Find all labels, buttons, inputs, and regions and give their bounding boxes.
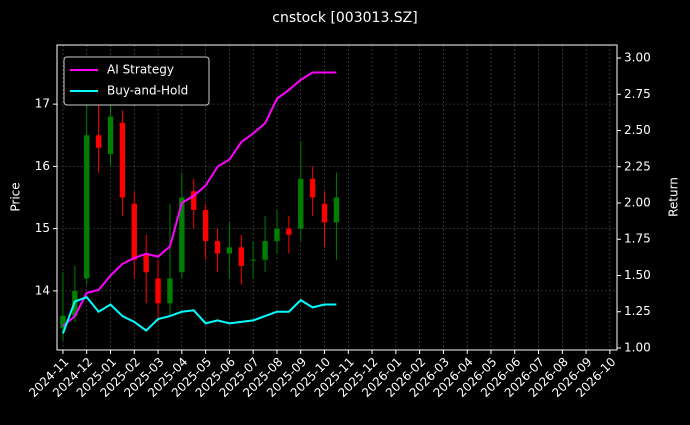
y2-tick-label: 2.25	[624, 159, 651, 173]
plot-frame	[56, 44, 618, 351]
candle-body	[250, 259, 256, 261]
y2-tick-label: 2.75	[624, 87, 651, 101]
legend-label: Buy-and-Hold	[107, 84, 188, 98]
candle-body	[309, 178, 316, 198]
candle-body	[155, 278, 161, 304]
candle-body	[191, 191, 197, 210]
candle-body	[84, 135, 90, 279]
y2-tick-label: 1.75	[624, 232, 651, 246]
candle-body	[333, 197, 340, 223]
y-axis-label: Price	[9, 182, 23, 211]
y2-tick-label: 1.00	[624, 340, 651, 354]
candle-body	[238, 247, 244, 266]
candle-body	[214, 241, 221, 254]
line-series	[62, 71, 337, 327]
candle-body	[298, 178, 304, 229]
candle-body	[286, 228, 292, 235]
y2-tick-label: 2.00	[624, 196, 651, 210]
candle-body	[143, 253, 149, 273]
y-tick-label: 14	[35, 283, 50, 297]
candle-body	[131, 203, 137, 260]
candle-body	[167, 278, 173, 304]
line-series	[62, 296, 337, 334]
candle-body	[321, 203, 328, 223]
chart-title: cnstock [003013.SZ]	[272, 10, 417, 26]
candle-body	[60, 315, 66, 329]
y2-tick-label: 2.50	[624, 123, 651, 137]
candle-body	[262, 241, 268, 260]
candle-body	[226, 247, 233, 254]
candle-body	[95, 135, 102, 148]
y2-axis-label: Return	[667, 177, 681, 217]
candle-body	[107, 116, 114, 154]
candle-body	[274, 228, 280, 242]
y-tick-label: 17	[35, 97, 50, 111]
candle-body	[119, 122, 126, 198]
candle-body	[202, 209, 209, 242]
y2-tick-label: 1.50	[624, 268, 651, 282]
y2-tick-label: 3.00	[624, 51, 651, 65]
y-tick-label: 16	[35, 159, 50, 173]
legend: AI Strategy Buy-and-Hold	[63, 56, 210, 106]
legend-box	[63, 56, 210, 106]
candle-body	[179, 197, 185, 273]
legend-label: AI Strategy	[107, 63, 174, 77]
y2-tick-label: 1.25	[624, 304, 651, 318]
y-tick-label: 15	[35, 221, 50, 235]
